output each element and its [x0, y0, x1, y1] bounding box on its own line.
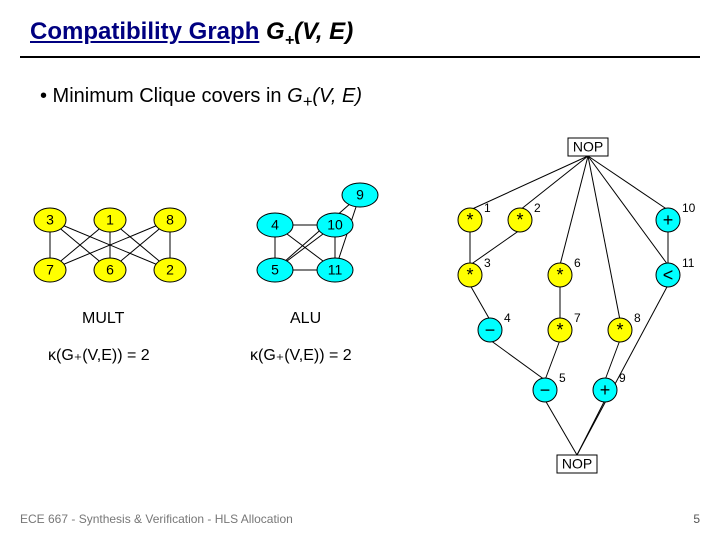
svg-text:5: 5 — [559, 371, 566, 385]
svg-text:+: + — [663, 210, 674, 230]
svg-text:*: * — [616, 320, 623, 340]
svg-text:8: 8 — [634, 311, 641, 325]
mult-label: MULT — [82, 310, 124, 328]
svg-text:*: * — [516, 210, 523, 230]
svg-text:11: 11 — [682, 256, 695, 270]
svg-text:−: − — [540, 380, 551, 400]
alu-label: ALU — [290, 310, 321, 328]
footer-text: ECE 667 - Synthesis & Verification - HLS… — [20, 512, 293, 526]
svg-text:*: * — [556, 265, 563, 285]
svg-text:10: 10 — [682, 201, 696, 215]
svg-text:NOP: NOP — [573, 139, 603, 155]
svg-text:*: * — [466, 210, 473, 230]
mult-kappa: κ(G₊(V,E)) = 2 — [48, 345, 150, 365]
dag-graph: NOPNOP*1*2+10*3*6<11−4*7*8−5+9 — [0, 0, 720, 540]
svg-text:6: 6 — [574, 256, 581, 270]
page-number: 5 — [693, 512, 700, 526]
svg-text:3: 3 — [484, 256, 491, 270]
svg-text:<: < — [663, 265, 674, 285]
svg-text:*: * — [466, 265, 473, 285]
svg-text:2: 2 — [534, 201, 541, 215]
svg-text:−: − — [485, 320, 496, 340]
svg-text:4: 4 — [504, 311, 511, 325]
svg-text:*: * — [556, 320, 563, 340]
svg-text:1: 1 — [484, 201, 491, 215]
svg-text:9: 9 — [619, 371, 626, 385]
alu-kappa: κ(G₊(V,E)) = 2 — [250, 345, 352, 365]
svg-text:7: 7 — [574, 311, 581, 325]
svg-text:NOP: NOP — [562, 456, 592, 472]
svg-text:+: + — [600, 380, 611, 400]
